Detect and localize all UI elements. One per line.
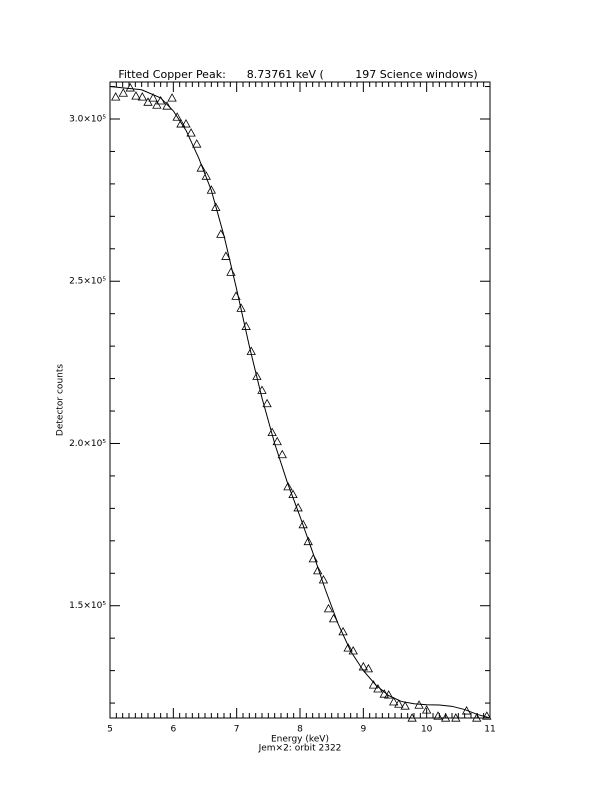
data-point [407, 713, 417, 722]
y-tick-label: 2.0×10⁵ [69, 439, 106, 449]
data-point [125, 83, 135, 92]
x-tick-label: 6 [170, 725, 176, 735]
data-point [343, 643, 353, 652]
x-tick-label: 7 [234, 725, 240, 735]
data-point [241, 321, 251, 330]
data-point [211, 202, 221, 211]
plot-frame [109, 81, 491, 719]
data-point [137, 92, 147, 101]
data-point [461, 706, 472, 715]
x-tick-label: 8 [297, 725, 303, 735]
data-point [131, 91, 141, 100]
data-point [226, 267, 236, 276]
y-tick-label: 3.0×10⁵ [69, 114, 106, 124]
data-point [186, 128, 196, 137]
data-point [221, 251, 231, 260]
y-axis-label: Detector counts [56, 364, 66, 436]
data-point [298, 519, 308, 529]
data-point [421, 705, 432, 714]
data-point [308, 553, 318, 563]
data-point [313, 565, 323, 575]
data-point [176, 119, 186, 128]
data-point [152, 100, 162, 109]
data-point [181, 119, 191, 128]
data-point [162, 101, 172, 110]
data-point [400, 701, 410, 710]
data-point [167, 93, 177, 102]
data-point [272, 436, 282, 446]
data-point [148, 93, 158, 102]
x-tick-label: 10 [421, 725, 433, 735]
data-point [216, 229, 226, 238]
x-tick-label: 11 [484, 725, 495, 735]
fit-curve [109, 86, 491, 719]
x-axis-label: Energy (keV) [271, 735, 329, 745]
data-point [143, 97, 153, 106]
x-tick-label: 5 [107, 725, 113, 735]
data-point [172, 112, 182, 121]
data-point [389, 696, 399, 706]
data-point [451, 713, 461, 722]
data-point [433, 711, 443, 720]
data-point [118, 88, 128, 97]
data-point [363, 663, 374, 673]
data-point [323, 603, 334, 613]
data-point [206, 185, 217, 194]
y-tick-label: 1.5×10⁵ [69, 601, 106, 611]
subtitle: Jem×2: orbit 2322 [258, 744, 342, 754]
data-point [192, 139, 202, 148]
y-tick-label: 2.5×10⁵ [69, 277, 106, 287]
data-point [394, 699, 404, 708]
data-point [252, 371, 262, 380]
data-point [262, 398, 272, 408]
data-point [440, 713, 451, 722]
x-tick-label: 9 [360, 725, 366, 735]
data-point [303, 536, 313, 546]
data-point [472, 713, 482, 722]
data-point [283, 481, 293, 491]
data-point [111, 92, 121, 101]
data-point [482, 711, 492, 720]
chart-title: Fitted Copper Peak: 8.73761 keV ( 197 Sc… [118, 68, 477, 81]
data-point [277, 449, 287, 459]
data-point [196, 163, 206, 172]
data-point [201, 171, 211, 180]
data-point [348, 646, 358, 655]
